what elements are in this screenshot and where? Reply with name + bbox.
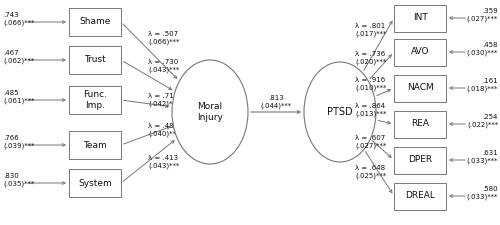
FancyBboxPatch shape — [394, 182, 446, 209]
FancyBboxPatch shape — [69, 86, 121, 114]
Text: λ = .717
(.042)***: λ = .717 (.042)*** — [148, 93, 179, 107]
Text: PTSD: PTSD — [327, 107, 353, 117]
Text: .485
(.061)***: .485 (.061)*** — [3, 90, 34, 104]
FancyBboxPatch shape — [69, 131, 121, 159]
Text: NACM: NACM — [406, 83, 434, 92]
Text: .580
(.033)***: .580 (.033)*** — [466, 186, 498, 200]
Text: .467
(.062)***: .467 (.062)*** — [3, 50, 34, 64]
Text: λ = .413
(.043)***: λ = .413 (.043)*** — [148, 155, 179, 169]
Text: .359
(.027)***: .359 (.027)*** — [467, 8, 498, 22]
Text: .161
(.018)***: .161 (.018)*** — [466, 78, 498, 92]
Text: λ = .484
(.040)***: λ = .484 (.040)*** — [148, 123, 179, 137]
FancyBboxPatch shape — [69, 46, 121, 74]
Text: DPER: DPER — [408, 155, 432, 164]
Text: System: System — [78, 178, 112, 187]
FancyBboxPatch shape — [394, 4, 446, 32]
Text: λ = .507
(.066)***: λ = .507 (.066)*** — [148, 31, 180, 45]
Text: λ = .916
(.010)***: λ = .916 (.010)*** — [355, 77, 386, 91]
Text: .254
(.022)***: .254 (.022)*** — [467, 114, 498, 128]
Ellipse shape — [304, 62, 376, 162]
FancyBboxPatch shape — [69, 8, 121, 36]
FancyBboxPatch shape — [394, 38, 446, 65]
Text: λ = .730
(.043)***: λ = .730 (.043)*** — [148, 59, 179, 73]
Text: Moral
Injury: Moral Injury — [197, 102, 223, 122]
Text: INT: INT — [412, 14, 428, 22]
Text: .631
(.033)***: .631 (.033)*** — [466, 150, 498, 164]
Ellipse shape — [172, 60, 248, 164]
Text: REA: REA — [411, 119, 429, 128]
Text: .813
(.044)***: .813 (.044)*** — [260, 95, 292, 109]
Text: Shame: Shame — [80, 18, 110, 27]
FancyBboxPatch shape — [394, 110, 446, 137]
Text: .458
(.030)***: .458 (.030)*** — [466, 42, 498, 56]
Text: Trust: Trust — [84, 56, 106, 65]
Text: λ = .864
(.013)***: λ = .864 (.013)*** — [355, 103, 386, 117]
Text: Func.
Imp.: Func. Imp. — [83, 90, 107, 110]
Text: .766
(.039)***: .766 (.039)*** — [3, 135, 34, 149]
Text: DREAL: DREAL — [405, 191, 435, 200]
Text: AVO: AVO — [411, 47, 429, 56]
Text: λ = .648
(.025)***: λ = .648 (.025)*** — [355, 165, 386, 179]
Text: λ = .801
(.017)***: λ = .801 (.017)*** — [355, 23, 386, 37]
Text: .830
(.035)***: .830 (.035)*** — [3, 173, 34, 187]
FancyBboxPatch shape — [394, 146, 446, 173]
Text: λ = .736
(.020)***: λ = .736 (.020)*** — [355, 51, 386, 65]
Text: λ = .607
(.027)***: λ = .607 (.027)*** — [355, 135, 386, 149]
Text: Team: Team — [83, 140, 107, 149]
Text: .743
(.066)***: .743 (.066)*** — [3, 12, 34, 26]
FancyBboxPatch shape — [69, 169, 121, 197]
FancyBboxPatch shape — [394, 74, 446, 101]
